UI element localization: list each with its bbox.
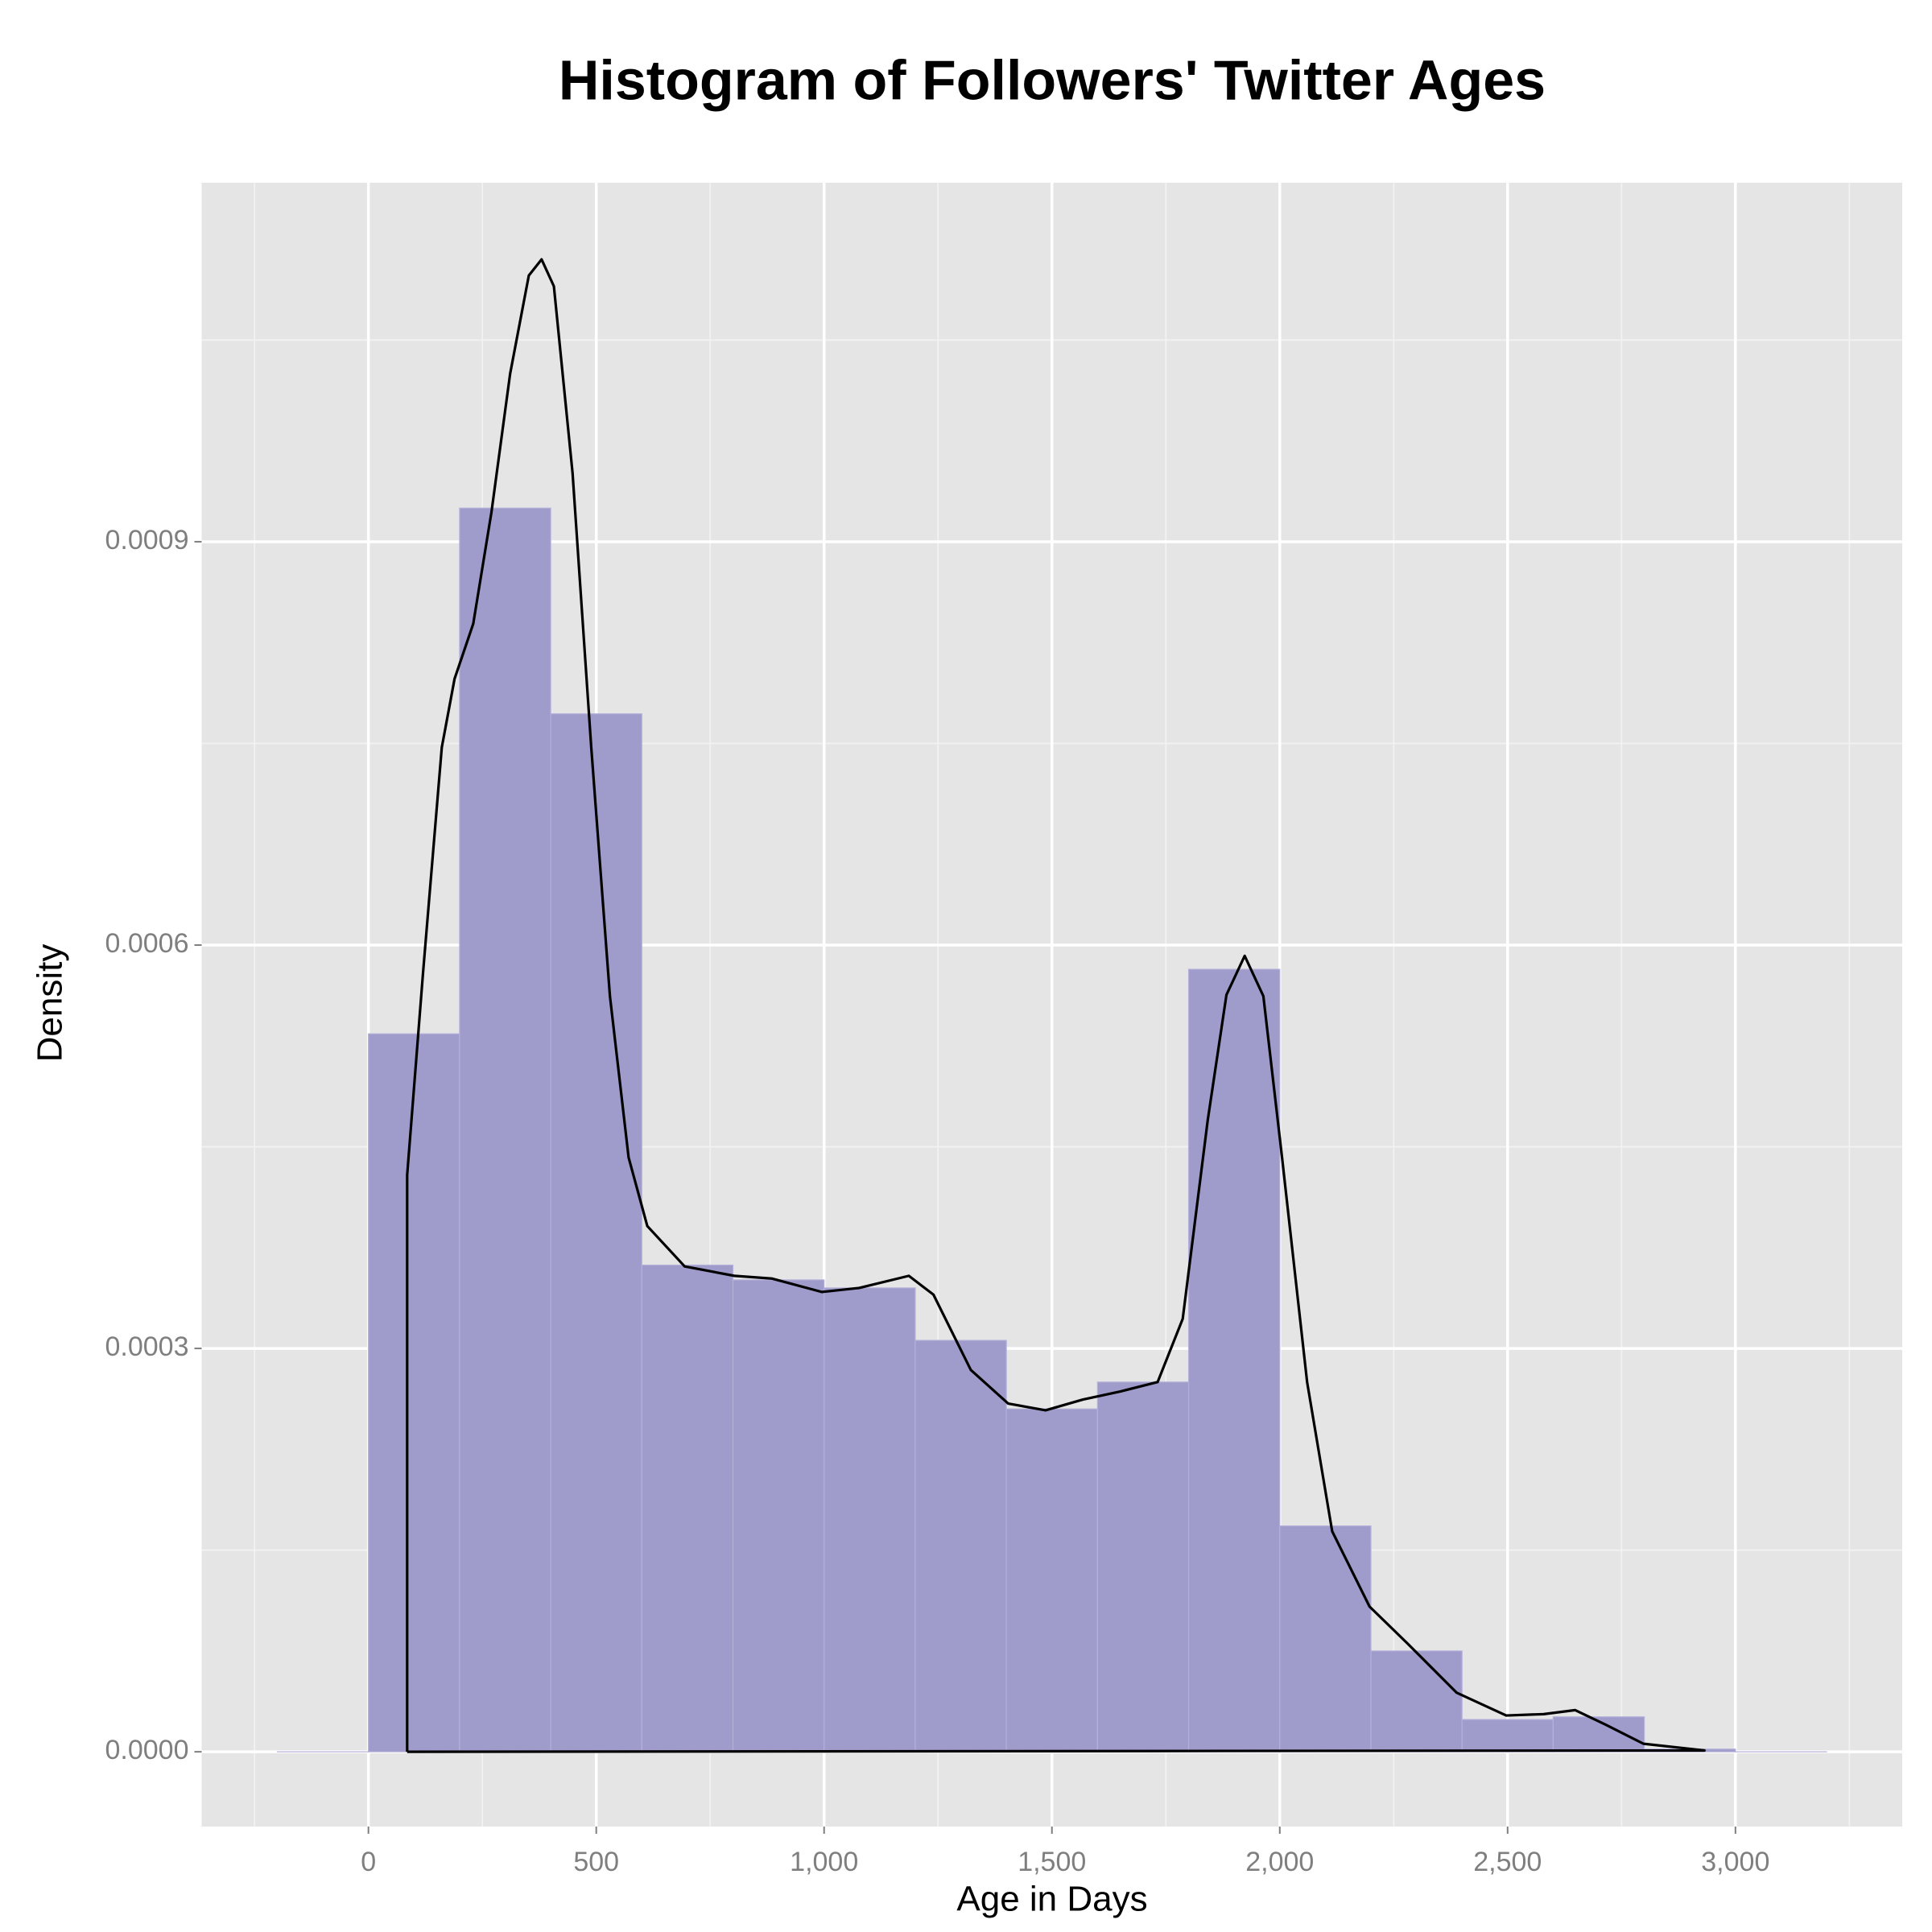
y-axis-title: Density (31, 944, 70, 1063)
chart-title: Histogram of Followers' Twitter Ages (559, 48, 1546, 111)
x-tick-label: 3,000 (1701, 1847, 1769, 1877)
y-tick-label: 0.0000 (105, 1735, 189, 1765)
y-tick-label: 0.0006 (105, 928, 189, 959)
x-tick-label: 500 (573, 1847, 619, 1877)
histogram-bar (1370, 1650, 1463, 1752)
histogram-bar (550, 713, 642, 1752)
x-axis-title: Age in Days (956, 1880, 1147, 1919)
histogram-bar (641, 1264, 734, 1752)
density-curve (406, 258, 1706, 1753)
x-tick-label: 1,500 (1018, 1847, 1086, 1877)
histogram-bar (1096, 1381, 1190, 1752)
histogram-bar (732, 1279, 825, 1752)
histogram-bar (1461, 1719, 1554, 1752)
x-tick-label: 2,000 (1245, 1847, 1314, 1877)
y-tick-label: 0.0009 (105, 525, 189, 555)
histogram-bar (459, 507, 551, 1752)
histogram-bar (368, 1033, 460, 1752)
histogram-bar (914, 1340, 1007, 1752)
x-tick-label: 0 (361, 1847, 376, 1877)
histogram-bar (1279, 1525, 1372, 1752)
histogram-bar (824, 1287, 916, 1752)
y-tick-label: 0.0003 (105, 1331, 189, 1362)
histogram-bar (1005, 1408, 1098, 1752)
x-tick-label: 1,000 (790, 1847, 858, 1877)
histogram-bar (1187, 968, 1281, 1752)
x-tick-label: 2,500 (1473, 1847, 1542, 1877)
